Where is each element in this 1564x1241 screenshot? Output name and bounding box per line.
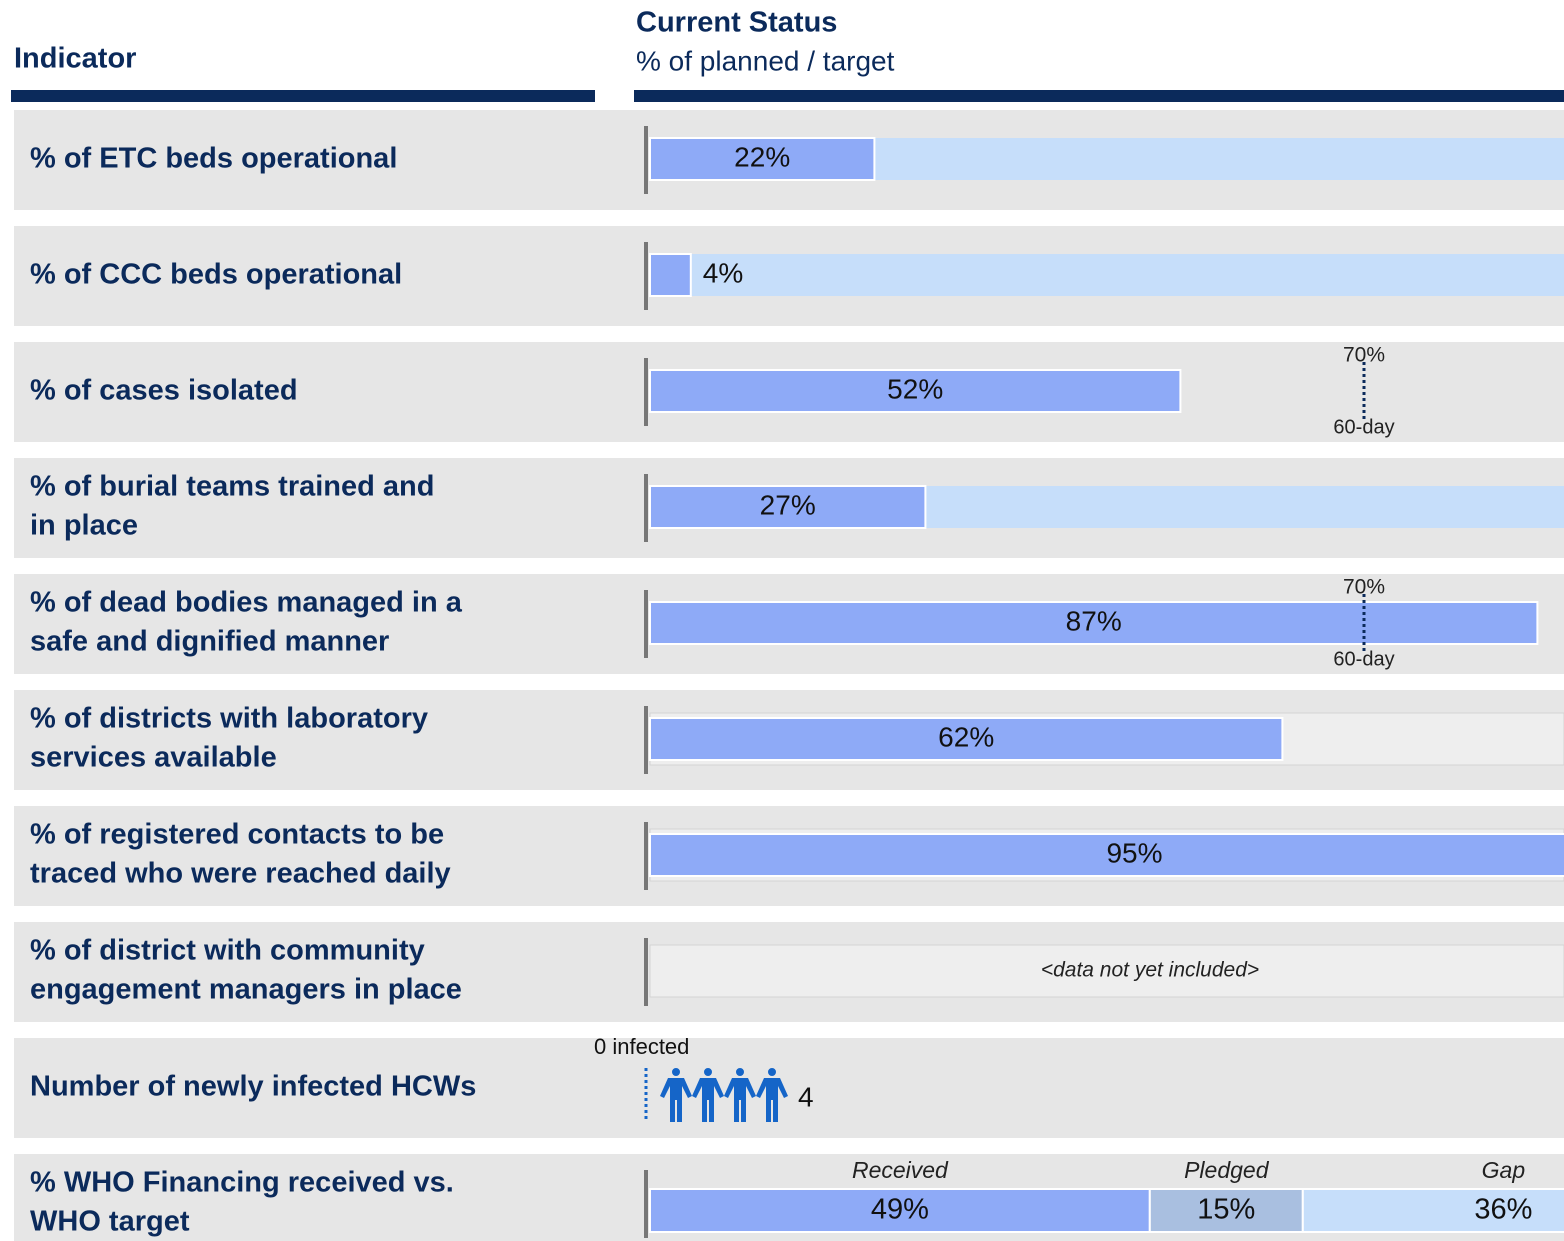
value-label: 87% — [1066, 605, 1122, 636]
bar — [649, 601, 1539, 645]
indicator-label: safe and dignified manner — [30, 626, 389, 658]
value-label: 52% — [887, 373, 943, 404]
value-label: 27% — [760, 489, 816, 520]
segment-label: 36% — [1474, 1194, 1532, 1226]
bar — [649, 137, 876, 181]
indicator-label: engagement managers in place — [30, 974, 462, 1006]
segment-name: Pledged — [1184, 1157, 1270, 1183]
count-label: 4 — [798, 1081, 814, 1112]
person-icon — [692, 1068, 724, 1122]
segment-name: Gap — [1482, 1157, 1526, 1183]
bar — [649, 369, 1182, 413]
indicator-header: Indicator — [14, 43, 136, 75]
value-label: 95% — [1106, 837, 1162, 868]
indicator-label: WHO target — [30, 1206, 190, 1238]
status-subheader: % of planned / target — [636, 45, 895, 76]
indicator-label: services available — [30, 742, 277, 774]
indicator-label: Number of newly infected HCWs — [30, 1071, 476, 1103]
segment — [1301, 1188, 1564, 1233]
indicator-label: traced who were reached daily — [30, 858, 451, 890]
indicator-label: % of cases isolated — [30, 375, 298, 407]
bar — [649, 253, 692, 297]
row-background — [14, 1038, 1564, 1138]
header-rule — [11, 90, 595, 102]
target-label: 70% — [1343, 344, 1385, 367]
indicator-label: % of CCC beds operational — [30, 259, 402, 291]
segment-label: 49% — [871, 1194, 929, 1226]
segment-label: 15% — [1197, 1194, 1255, 1226]
indicator-label: % of registered contacts to be — [30, 819, 444, 851]
segment-name: Received — [852, 1157, 949, 1183]
header-rule — [634, 90, 1564, 102]
status-header: Current Status — [636, 7, 837, 39]
person-icon — [660, 1068, 692, 1122]
person-icon — [724, 1068, 756, 1122]
bar — [649, 833, 1564, 877]
indicator-label: in place — [30, 510, 138, 542]
target-note: 60-day — [1333, 416, 1394, 438]
indicator-label: % of districts with laboratory — [30, 703, 428, 735]
indicator-label: % of ETC beds operational — [30, 143, 397, 175]
target-label: 70% — [1343, 576, 1385, 599]
note: <data not yet included> — [1041, 959, 1259, 982]
indicator-label: % WHO Financing received vs. — [30, 1167, 454, 1199]
indicator-label: % of dead bodies managed in a — [30, 587, 463, 619]
track — [649, 944, 1564, 998]
bar — [649, 717, 1284, 761]
value-label: 62% — [938, 721, 994, 752]
baseline-label: 0 infected — [594, 1034, 689, 1059]
bar — [649, 485, 927, 529]
value-label: 4% — [703, 257, 743, 288]
target-note: 60-day — [1333, 648, 1394, 670]
indicator-label: % of burial teams trained and — [30, 471, 434, 503]
track — [650, 254, 1564, 296]
person-icon — [756, 1068, 788, 1122]
value-label: 22% — [734, 141, 790, 172]
indicator-label: % of district with community — [30, 935, 425, 967]
